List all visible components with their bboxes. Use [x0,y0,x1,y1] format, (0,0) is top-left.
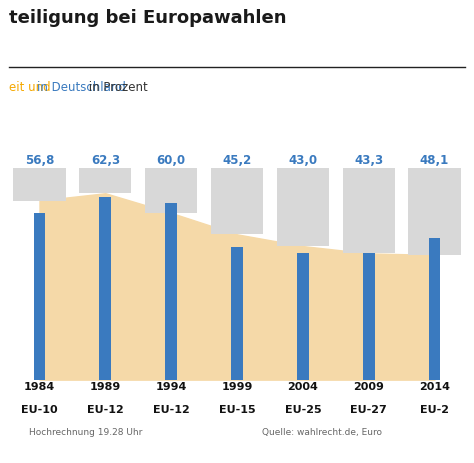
Bar [165,204,177,380]
Text: Quelle: wahlrecht.de, Euro: Quelle: wahlrecht.de, Euro [262,428,383,437]
Bar [100,197,111,380]
Text: 43,3: 43,3 [354,154,383,167]
Bar [231,247,243,380]
Text: 43,0: 43,0 [288,154,318,167]
Text: EU-12: EU-12 [87,405,124,415]
Text: Hochrechnung 19.28 Uhr: Hochrechnung 19.28 Uhr [28,428,142,437]
Bar [428,238,440,380]
Text: in Deutschland: in Deutschland [37,81,126,94]
Text: 45,2: 45,2 [222,154,252,167]
Text: 2009: 2009 [353,382,384,392]
Text: 62,3: 62,3 [91,154,120,167]
Bar [409,168,461,255]
Text: 1994: 1994 [155,382,187,392]
Text: 1984: 1984 [24,382,55,392]
Bar [34,213,46,380]
Text: EU-10: EU-10 [21,405,58,415]
Text: EU-12: EU-12 [153,405,190,415]
Text: 60,0: 60,0 [156,154,186,167]
Bar [343,168,395,253]
Text: 2004: 2004 [287,382,318,392]
Bar [277,168,329,246]
Text: 1989: 1989 [90,382,121,392]
Text: eit und: eit und [9,81,55,94]
Bar [297,253,309,380]
Text: EU-25: EU-25 [284,405,321,415]
Bar [211,168,263,234]
Text: 1999: 1999 [221,382,253,392]
Text: 48,1: 48,1 [420,154,449,167]
Text: EU-15: EU-15 [219,405,255,415]
Bar [145,168,197,213]
Text: EU-27: EU-27 [350,405,387,415]
Text: in Prozent: in Prozent [84,81,147,94]
Text: EU-2: EU-2 [420,405,449,415]
Text: teiligung bei Europawahlen: teiligung bei Europawahlen [9,9,287,27]
Text: 56,8: 56,8 [25,154,54,167]
Bar [13,168,65,200]
Text: 2014: 2014 [419,382,450,392]
Bar [363,252,374,380]
Bar [79,168,131,193]
